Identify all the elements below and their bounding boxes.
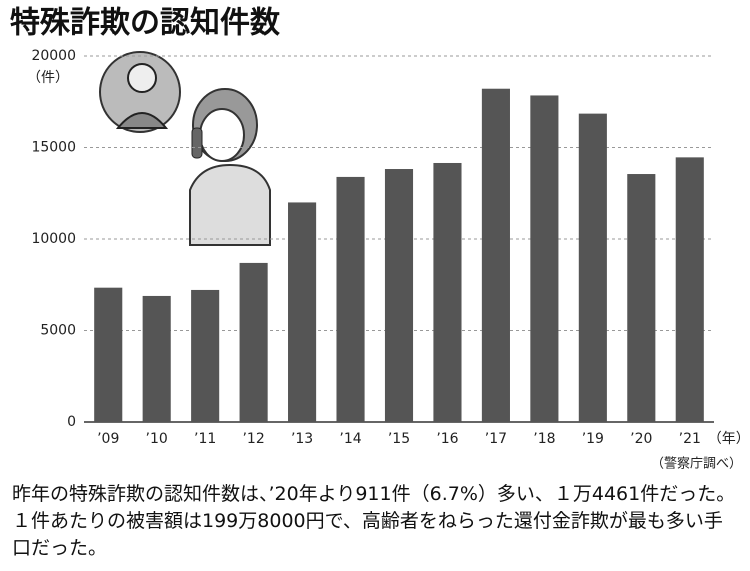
bar (191, 289, 220, 422)
x-tick-label: ’09 (97, 431, 119, 447)
woman-face (199, 108, 245, 162)
x-tick-label: ’12 (242, 431, 264, 447)
woman-body (189, 163, 271, 246)
x-tick-label: ’11 (194, 431, 216, 447)
bar (481, 88, 510, 422)
y-tick-label: 0 (67, 414, 76, 430)
x-axis-label: （年） (708, 431, 750, 447)
bar (530, 95, 559, 422)
x-tick-label: ’18 (533, 431, 555, 447)
chart-title: 特殊詐欺の認知件数 (10, 6, 280, 41)
source-note: （警察庁調べ） (651, 456, 742, 472)
y-tick-label: 20000 (31, 48, 76, 64)
bar (336, 176, 365, 422)
x-tick-label: ’19 (582, 431, 604, 447)
phone (191, 127, 203, 159)
bar (675, 157, 704, 422)
y-tick-label: 15000 (31, 140, 76, 156)
bar (578, 113, 607, 422)
x-tick-label: ’10 (146, 431, 168, 447)
y-tick-label: 10000 (31, 231, 76, 247)
man-body (115, 112, 169, 129)
y-tick-label: 5000 (40, 323, 76, 339)
x-tick-label: ’20 (630, 431, 652, 447)
bar (142, 295, 171, 422)
x-tick-label: ’16 (436, 431, 458, 447)
illustration (99, 51, 271, 246)
x-tick-label: ’14 (339, 431, 361, 447)
chart: 特殊詐欺の認知件数 0 5000 10000 15000 20000 （件） ’09 ’10 ’… (10, 6, 750, 472)
bar (94, 287, 123, 422)
bar (288, 202, 317, 422)
x-tick-label: ’17 (485, 431, 507, 447)
bar (384, 169, 414, 422)
bar (239, 262, 268, 422)
man-head (127, 63, 157, 93)
x-tick-label: ’15 (388, 431, 410, 447)
x-tick-label: ’13 (291, 431, 313, 447)
bar (627, 174, 656, 422)
bar (433, 162, 462, 422)
caption: 昨年の特殊詐欺の認知件数は、’20年より911件（6.7%）多い、１万4461件… (12, 483, 736, 559)
x-tick-label: ’21 (679, 431, 701, 447)
y-axis-label: （件） (27, 70, 69, 86)
